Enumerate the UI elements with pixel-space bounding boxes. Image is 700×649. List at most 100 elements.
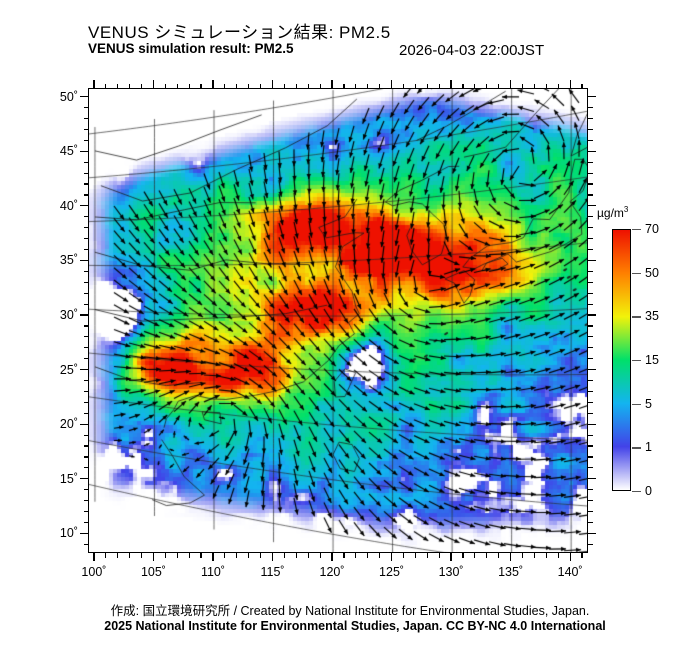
x-axis-major-tick bbox=[212, 553, 214, 561]
y-axis-label: 15˚ bbox=[59, 471, 78, 486]
x-axis-label: 110˚ bbox=[200, 565, 226, 579]
y-axis-minor-tick bbox=[83, 216, 88, 218]
y-axis-minor-tick bbox=[588, 336, 593, 338]
x-axis-minor-tick bbox=[498, 83, 500, 88]
y-axis-minor-tick bbox=[588, 227, 593, 229]
x-axis-minor-tick bbox=[140, 83, 143, 88]
colorbar-tick bbox=[632, 272, 641, 275]
colorbar-tick bbox=[632, 403, 641, 406]
x-axis-minor-tick bbox=[379, 83, 381, 88]
x-axis-minor-tick bbox=[426, 83, 428, 88]
y-axis-minor-tick bbox=[588, 172, 593, 174]
y-axis-minor-tick bbox=[588, 390, 593, 393]
x-axis-major-tick bbox=[271, 553, 274, 561]
x-axis-label: 140˚ bbox=[557, 565, 583, 579]
y-axis-minor-tick bbox=[588, 379, 593, 382]
map-plot-area bbox=[88, 88, 588, 553]
x-axis-minor-tick bbox=[438, 553, 440, 558]
y-axis-minor-tick bbox=[83, 107, 88, 109]
x-axis-minor-tick bbox=[248, 83, 250, 88]
y-axis-minor-tick bbox=[83, 379, 88, 382]
x-axis-minor-tick bbox=[117, 553, 119, 558]
colorbar-tick bbox=[632, 229, 641, 231]
x-axis-minor-tick bbox=[307, 553, 309, 558]
y-axis-minor-tick bbox=[83, 467, 88, 469]
y-axis-label: 30˚ bbox=[59, 308, 78, 323]
y-axis-minor-tick bbox=[83, 489, 88, 491]
x-axis-major-tick bbox=[212, 80, 214, 88]
colorbar-tick-label: 0 bbox=[645, 484, 652, 498]
x-axis-minor-tick bbox=[557, 83, 559, 88]
x-axis-minor-tick bbox=[545, 83, 547, 88]
y-axis-minor-tick bbox=[588, 107, 593, 109]
y-axis-major-tick bbox=[80, 150, 88, 152]
y-axis-minor-tick bbox=[588, 139, 593, 141]
y-axis-minor-tick bbox=[588, 194, 593, 196]
x-axis-major-tick bbox=[152, 80, 155, 88]
colorbar-gradient bbox=[612, 229, 631, 491]
colorbar-tick bbox=[632, 360, 641, 362]
page-title-english: VENUS simulation result: PM2.5 bbox=[88, 41, 294, 56]
y-axis-major-tick bbox=[80, 423, 88, 425]
x-axis-minor-tick bbox=[462, 553, 464, 558]
x-axis-minor-tick bbox=[474, 553, 476, 558]
x-axis-minor-tick bbox=[581, 83, 583, 88]
x-axis-minor-tick bbox=[140, 553, 143, 558]
y-axis-major-tick bbox=[588, 96, 596, 98]
y-axis-minor-tick bbox=[83, 183, 88, 185]
x-axis-major-tick bbox=[331, 553, 333, 561]
x-axis-label: 130˚ bbox=[438, 565, 464, 579]
x-axis-minor-tick bbox=[176, 553, 178, 558]
x-axis-major-tick bbox=[271, 80, 274, 88]
y-axis-major-tick bbox=[80, 532, 88, 534]
y-axis-minor-tick bbox=[588, 456, 593, 458]
x-axis-minor-tick bbox=[343, 83, 345, 88]
x-axis-minor-tick bbox=[260, 83, 262, 88]
x-axis-minor-tick bbox=[129, 553, 131, 558]
x-axis-minor-tick bbox=[462, 83, 464, 88]
y-axis-minor-tick bbox=[83, 500, 88, 502]
x-axis-major-tick bbox=[510, 553, 512, 561]
y-axis-minor-tick bbox=[588, 434, 593, 436]
y-axis-minor-tick bbox=[588, 183, 593, 185]
y-axis-minor-tick bbox=[588, 401, 593, 403]
y-axis-minor-tick bbox=[83, 227, 88, 229]
x-axis-major-tick bbox=[450, 80, 452, 88]
y-axis-minor-tick bbox=[83, 456, 88, 458]
x-axis-minor-tick bbox=[557, 553, 559, 558]
x-axis-minor-tick bbox=[545, 553, 547, 558]
x-axis-minor-tick bbox=[164, 83, 166, 88]
x-axis-label: 135˚ bbox=[498, 565, 524, 579]
x-axis-minor-tick bbox=[498, 553, 500, 558]
y-axis-minor-tick bbox=[588, 292, 593, 294]
x-axis-minor-tick bbox=[402, 553, 405, 558]
colorbar-unit-label: µg/m3 bbox=[597, 205, 628, 220]
x-axis-minor-tick bbox=[283, 553, 286, 558]
colorbar-tick-label: 5 bbox=[645, 396, 652, 411]
y-axis-label: 20˚ bbox=[59, 417, 78, 432]
x-axis-major-tick bbox=[152, 553, 155, 561]
x-axis-minor-tick bbox=[260, 553, 262, 558]
x-axis-minor-tick bbox=[426, 553, 428, 558]
y-axis-minor-tick bbox=[588, 117, 593, 120]
x-axis-minor-tick bbox=[105, 83, 107, 88]
y-axis-minor-tick bbox=[83, 281, 88, 283]
y-axis-major-tick bbox=[80, 205, 88, 207]
y-axis-minor-tick bbox=[588, 161, 593, 163]
x-axis-minor-tick bbox=[414, 553, 416, 558]
y-axis-label: 40˚ bbox=[59, 198, 78, 213]
y-axis-minor-tick bbox=[83, 434, 88, 436]
x-axis-minor-tick bbox=[486, 553, 488, 558]
y-axis-minor-tick bbox=[83, 161, 88, 163]
colorbar-tick bbox=[632, 491, 641, 493]
y-axis-minor-tick bbox=[588, 489, 593, 491]
y-axis-minor-tick bbox=[588, 281, 593, 283]
y-axis-major-tick bbox=[80, 478, 88, 480]
x-axis-label: 105˚ bbox=[140, 565, 166, 579]
x-axis-minor-tick bbox=[414, 83, 416, 88]
y-axis-minor-tick bbox=[83, 412, 88, 414]
colorbar-unit-text: µg/m bbox=[597, 206, 624, 220]
x-axis-minor-tick bbox=[295, 83, 297, 88]
y-axis-minor-tick bbox=[83, 248, 88, 251]
y-axis-label: 25˚ bbox=[59, 362, 78, 377]
